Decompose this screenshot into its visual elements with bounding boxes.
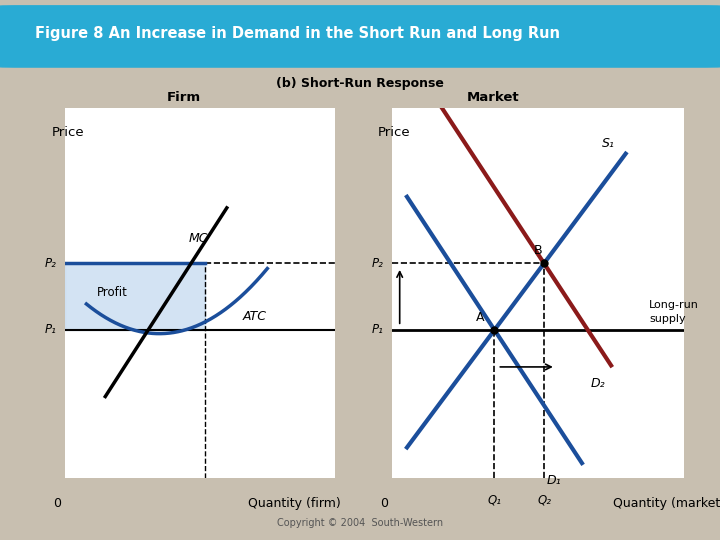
Text: P₂: P₂: [372, 257, 384, 270]
Text: P₁: P₁: [372, 323, 384, 336]
Text: Long-run
supply: Long-run supply: [649, 300, 699, 325]
Text: B: B: [534, 244, 542, 257]
FancyBboxPatch shape: [0, 6, 720, 67]
Text: Q₂: Q₂: [537, 494, 551, 507]
Text: D₁: D₁: [547, 474, 562, 487]
Text: Quantity (market): Quantity (market): [613, 497, 720, 510]
Text: P₂: P₂: [45, 257, 57, 270]
Text: A: A: [476, 310, 484, 323]
Text: 0: 0: [53, 497, 60, 510]
Text: Market: Market: [467, 91, 520, 104]
Text: D₂: D₂: [590, 376, 606, 389]
Text: Firm: Firm: [166, 91, 201, 104]
Text: 0: 0: [379, 497, 387, 510]
Text: (b) Short-Run Response: (b) Short-Run Response: [276, 77, 444, 90]
Text: Q₁: Q₁: [487, 494, 501, 507]
Text: Profit: Profit: [97, 286, 128, 300]
Text: P₁: P₁: [45, 323, 57, 336]
Text: Figure 8 An Increase in Demand in the Short Run and Long Run: Figure 8 An Increase in Demand in the Sh…: [35, 26, 560, 41]
Text: S₁: S₁: [603, 137, 615, 150]
Text: Quantity (firm): Quantity (firm): [248, 497, 341, 510]
Text: Price: Price: [51, 126, 84, 139]
Text: Price: Price: [378, 126, 410, 139]
Text: ATC: ATC: [243, 309, 267, 322]
Text: Copyright © 2004  South-Western: Copyright © 2004 South-Western: [277, 518, 443, 529]
Text: MC: MC: [189, 232, 208, 245]
